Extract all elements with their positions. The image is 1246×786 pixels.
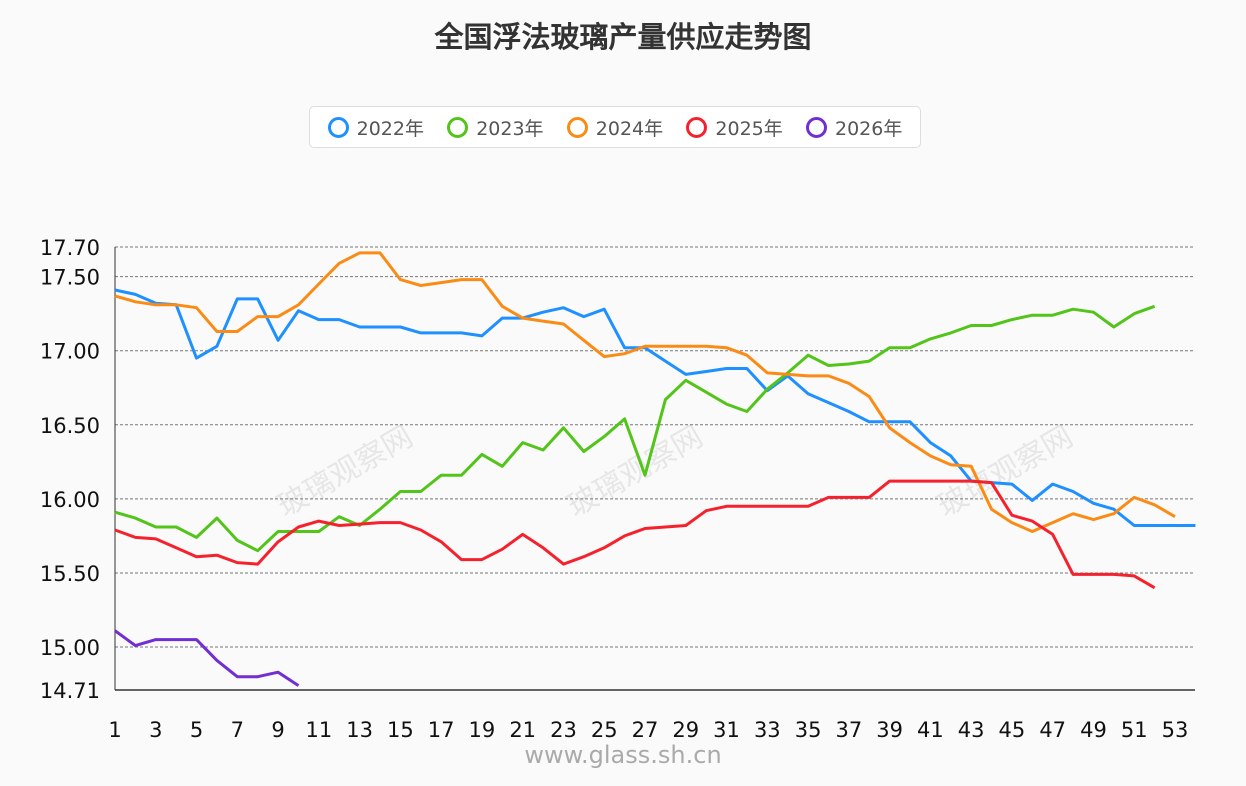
series-line-2022年: [114, 288, 1196, 527]
y-tick-label: 14.71: [40, 679, 100, 703]
legend-ring-icon: [447, 116, 469, 138]
chart-legend: 2022年 2023年 2024年 2025年 2026年: [309, 106, 921, 148]
y-tick-label: 17.70: [40, 236, 100, 260]
y-tick-label: 15.50: [40, 562, 100, 586]
y-tick-label: 17.50: [40, 266, 100, 290]
legend-item[interactable]: 2022年: [327, 114, 424, 141]
x-tick-label: 13: [346, 718, 373, 742]
x-tick-label: 49: [1080, 718, 1107, 742]
x-tick-label: 19: [469, 718, 496, 742]
x-tick-label: 31: [713, 718, 740, 742]
x-tick-label: 9: [271, 718, 284, 742]
x-tick-label: 39: [876, 718, 903, 742]
legend-item[interactable]: 2023年: [447, 114, 544, 141]
x-tick-label: 23: [550, 718, 577, 742]
legend-label: 2022年: [356, 117, 424, 140]
legend-label: 2023年: [476, 117, 544, 140]
legend-label: 2024年: [595, 117, 664, 140]
x-tick-label: 37: [835, 718, 862, 742]
watermark-text: 玻璃观察网: [932, 419, 1079, 524]
x-tick-label: 27: [632, 718, 659, 742]
legend-ring-icon: [327, 116, 349, 138]
x-tick-label: 1: [108, 718, 121, 742]
x-tick-label: 7: [231, 718, 244, 742]
x-tick-label: 11: [305, 718, 332, 742]
x-tick-label: 47: [1039, 718, 1066, 742]
y-tick-label: 15.00: [40, 636, 100, 660]
watermark-text: 玻璃观察网: [562, 419, 709, 524]
legend-label: 2026年: [834, 117, 903, 140]
chart-title: 全国浮法玻璃产量供应走势图: [434, 20, 812, 54]
legend-item[interactable]: 2026年: [805, 114, 903, 141]
x-tick-label: 43: [958, 718, 985, 742]
x-tick-label: 45: [999, 718, 1026, 742]
x-tick-label: 17: [428, 718, 455, 742]
x-tick-label: 53: [1162, 718, 1189, 742]
y-tick-label: 16.50: [40, 414, 100, 438]
x-tick-label: 35: [795, 718, 822, 742]
legend-label: 2025年: [715, 117, 783, 140]
x-tick-label: 41: [917, 718, 944, 742]
y-tick-label: 16.00: [40, 488, 100, 512]
legend-item[interactable]: 2025年: [686, 114, 783, 141]
x-tick-label: 33: [754, 718, 781, 742]
x-tick-label: 51: [1121, 718, 1148, 742]
x-tick-label: 5: [190, 718, 203, 742]
watermark-text: 玻璃观察网: [272, 419, 419, 524]
x-tick-label: 3: [149, 718, 162, 742]
x-tick-label: 15: [387, 718, 414, 742]
x-tick-label: 21: [509, 718, 536, 742]
series-line-2024年: [114, 251, 1176, 533]
series-line-2026年: [114, 629, 300, 687]
legend-item[interactable]: 2024年: [566, 114, 664, 141]
x-tick-label: 29: [672, 718, 699, 742]
legend-ring-icon: [566, 116, 588, 138]
legend-ring-icon: [805, 116, 827, 138]
series-line-2023年: [114, 304, 1156, 553]
x-tick-label: 25: [591, 718, 618, 742]
legend-ring-icon: [686, 116, 708, 138]
footer-url: www.glass.sh.cn: [524, 741, 722, 769]
series-line-2025年: [114, 479, 1156, 590]
y-tick-label: 17.00: [40, 340, 100, 364]
